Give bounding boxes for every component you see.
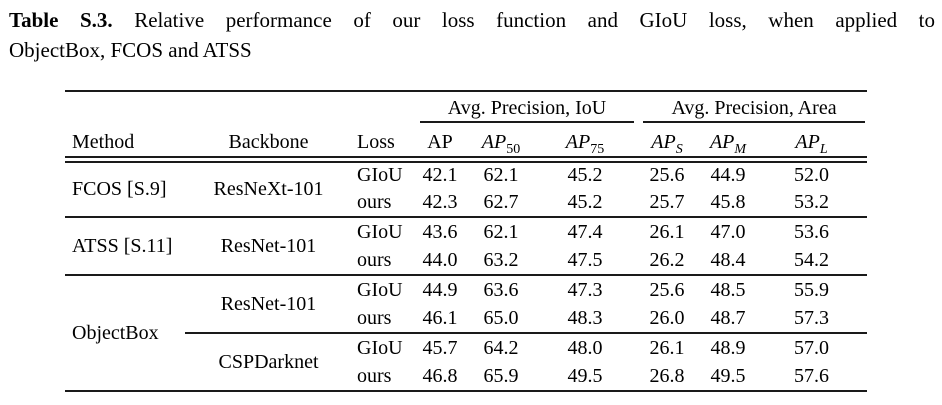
group-header-row: Avg. Precision, IoU Avg. Precision, Area: [65, 91, 867, 125]
value-cell: 63.2: [483, 248, 519, 271]
caption-line-1: Table S.3. Relative performance of our l…: [9, 5, 935, 35]
value-cell: 48.9: [710, 336, 746, 359]
value-cell: 63.6: [483, 278, 519, 301]
table-row: CSPDarknet GIoU 45.7 64.2 48.0 26.1 48.9…: [65, 333, 867, 373]
value-cell: 43.6: [422, 220, 458, 243]
loss-cell: ours: [357, 248, 392, 271]
method-cell-objectbox: ObjectBox: [72, 321, 159, 344]
col-header-apm: APM: [709, 130, 747, 157]
value-cell: 48.4: [710, 248, 746, 271]
value-cell: 42.1: [422, 163, 458, 186]
loss-cell: GIoU: [357, 163, 403, 186]
table-caption: Table S.3. Relative performance of our l…: [9, 5, 935, 65]
backbone-cell-resnext101: ResNeXt-101: [213, 177, 324, 200]
column-header-row: Method Backbone Loss AP AP50 AP75 APS AP…: [65, 125, 867, 159]
results-table: Avg. Precision, IoU Avg. Precision, Area…: [65, 90, 868, 392]
value-cell: 62.7: [483, 190, 519, 213]
value-cell: 44.9: [710, 163, 746, 186]
backbone-cell-resnet101-ob: ResNet-101: [185, 275, 352, 334]
value-cell: 26.8: [649, 364, 685, 387]
value-cell: 54.2: [794, 248, 830, 271]
value-cell: 47.0: [710, 220, 746, 243]
value-cell: 52.0: [794, 163, 830, 186]
value-cell: 25.6: [649, 163, 685, 186]
group-objectbox: ObjectBox ResNet-101 GIoU 44.9 63.6 47.3…: [65, 275, 868, 391]
col-header-ap50: AP50: [481, 130, 521, 157]
table-row: ours 46.1 65.0 48.3 26.0 48.7 57.3: [65, 304, 868, 334]
value-cell: 48.5: [710, 278, 746, 301]
value-cell: 49.5: [710, 364, 746, 387]
value-cell: 53.2: [794, 190, 830, 213]
value-cell: 65.9: [483, 364, 519, 387]
col-header-backbone: Backbone: [228, 130, 309, 153]
value-cell: 57.3: [756, 304, 868, 334]
value-cell: 25.6: [649, 278, 685, 301]
group-header-iou-label: Avg. Precision, IoU: [420, 97, 635, 123]
value-cell: 26.1: [649, 336, 685, 359]
value-cell: 26.1: [649, 220, 685, 243]
table-row: ours 42.3 62.7 45.2 25.7 45.8 53.2: [65, 188, 867, 217]
caption-label: Table S.3.: [9, 8, 113, 32]
group-header-spacer: [65, 91, 414, 125]
col-header-aps: APS: [651, 130, 683, 157]
table-row: ObjectBox ResNet-101 GIoU 44.9 63.6 47.3…: [65, 275, 867, 344]
table-row: ours 44.0 63.2 47.5 26.2 48.4 54.2: [65, 246, 867, 275]
method-cell-fcos: FCOS [S.9]: [72, 177, 167, 200]
col-header-ap: AP: [427, 130, 453, 153]
value-cell: 45.7: [422, 336, 458, 359]
loss-cell: ours: [357, 190, 392, 213]
value-cell: 42.3: [422, 190, 458, 213]
value-cell: 48.0: [567, 336, 603, 359]
col-header-method: Method: [72, 130, 135, 153]
value-cell: 46.8: [422, 364, 458, 387]
value-cell: 48.7: [700, 304, 757, 334]
col-header-apl: APL: [795, 130, 828, 157]
value-cell: 65.0: [466, 304, 536, 334]
value-cell: 26.2: [649, 248, 685, 271]
value-cell: 45.2: [567, 190, 603, 213]
backbone-cell-cspdarknet: CSPDarknet: [218, 350, 319, 373]
value-cell: 25.7: [649, 190, 685, 213]
value-cell: 49.5: [567, 364, 603, 387]
value-cell: 45.2: [567, 163, 603, 186]
table-row: ours 46.8 65.9 49.5 26.8 49.5 57.6: [65, 362, 867, 391]
loss-cell: GIoU: [357, 336, 403, 359]
value-cell: 53.6: [794, 220, 830, 243]
value-cell: 47.4: [567, 220, 603, 243]
value-cell: 57.0: [794, 336, 830, 359]
table-header: Avg. Precision, IoU Avg. Precision, Area…: [65, 91, 868, 159]
col-header-ap75: AP75: [565, 130, 605, 157]
value-cell: 47.5: [567, 248, 603, 271]
value-cell: 45.8: [710, 190, 746, 213]
value-cell: 46.1: [414, 304, 466, 334]
loss-cell: ours: [357, 364, 392, 387]
value-cell: 44.9: [422, 278, 458, 301]
method-cell-atss: ATSS [S.11]: [72, 234, 173, 257]
col-header-loss: Loss: [357, 130, 395, 153]
value-cell: 48.3: [536, 304, 635, 334]
table-row: FCOS [S.9] ResNeXt-101 GIoU 42.1 62.1 45…: [65, 159, 867, 200]
caption-text: Relative performance of our loss functio…: [134, 8, 936, 32]
group-atss: ATSS [S.11] ResNet-101 GIoU 43.6 62.1 47…: [65, 217, 868, 275]
backbone-cell-resnet101: ResNet-101: [220, 234, 317, 257]
value-cell: 62.1: [483, 220, 519, 243]
value-cell: 55.9: [794, 278, 830, 301]
value-cell: 64.2: [483, 336, 519, 359]
loss-cell: GIoU: [357, 220, 403, 243]
group-fcos: FCOS [S.9] ResNeXt-101 GIoU 42.1 62.1 45…: [65, 159, 868, 217]
value-cell: 44.0: [422, 248, 458, 271]
value-cell: 62.1: [483, 163, 519, 186]
group-header-area-label: Avg. Precision, Area: [643, 97, 866, 123]
table-row: ATSS [S.11] ResNet-101 GIoU 43.6 62.1 47…: [65, 217, 867, 257]
loss-cell: ours: [352, 304, 414, 334]
group-header-area: Avg. Precision, Area: [634, 91, 867, 125]
caption-line-2: ObjectBox, FCOS and ATSS: [9, 38, 252, 62]
group-header-iou: Avg. Precision, IoU: [414, 91, 635, 125]
value-cell: 26.0: [634, 304, 701, 334]
value-cell: 57.6: [794, 364, 830, 387]
loss-cell: GIoU: [357, 278, 403, 301]
value-cell: 47.3: [567, 278, 603, 301]
